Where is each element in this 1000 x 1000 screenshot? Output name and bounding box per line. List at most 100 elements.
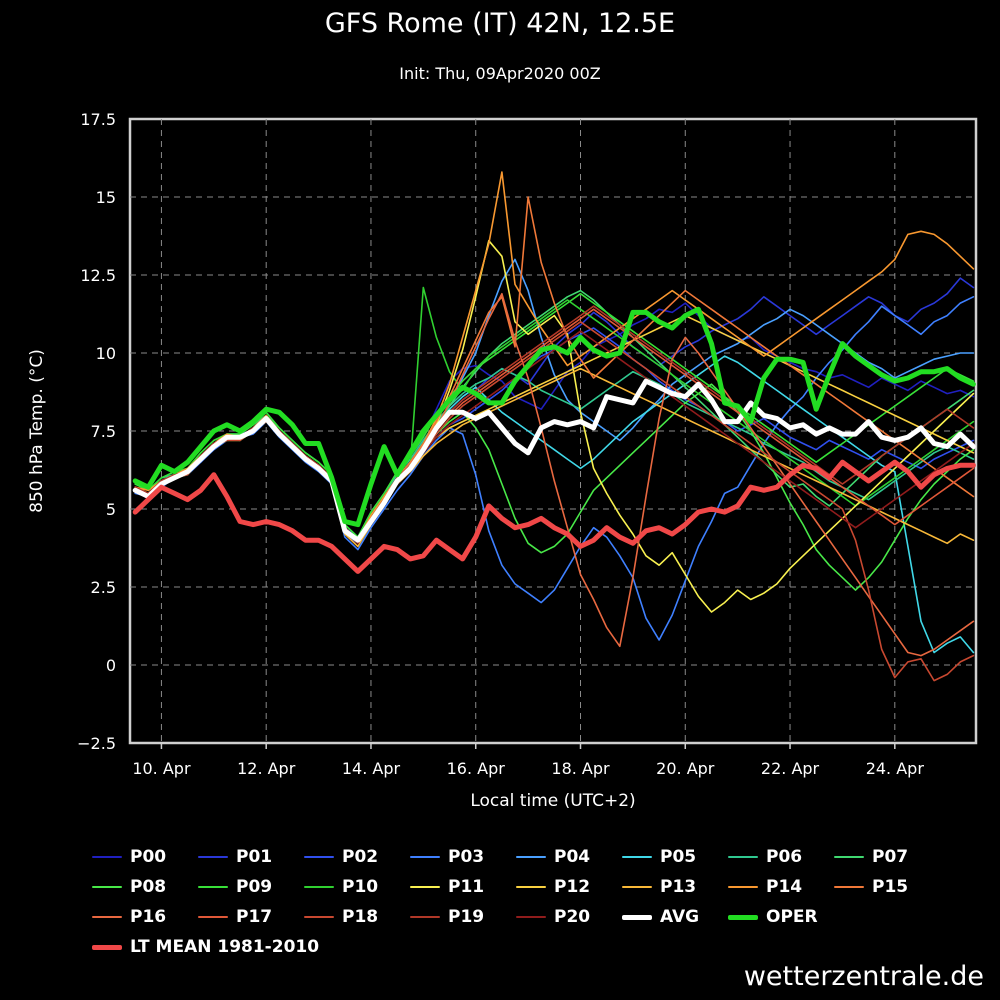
legend-item: P09	[198, 876, 272, 898]
chart-svg: 17.5 15 12.5 10 7.5 5 2.5 0 −2.5 10. Apr 12. Apr 14…	[27, 110, 978, 811]
legend-label: P18	[342, 907, 379, 927]
y-tick-label: 2.5	[91, 578, 116, 597]
series-line-oper	[132, 306, 976, 528]
x-tick-label: 10. Apr	[132, 759, 191, 778]
legend-swatch	[834, 856, 864, 858]
legend-swatch	[92, 944, 122, 950]
legend-swatch	[728, 856, 758, 858]
legend-swatch	[728, 914, 758, 920]
x-axis-label: Local time (UTC+2)	[470, 791, 635, 811]
legend-label: P17	[236, 907, 273, 927]
y-tick-label: 10	[96, 344, 116, 363]
series-line-p20	[134, 330, 975, 545]
legend-label: P08	[130, 877, 167, 897]
legend-item: P06	[728, 846, 802, 868]
legend-label: P00	[130, 847, 167, 867]
legend-label: P16	[130, 907, 167, 927]
x-tick-label: 22. Apr	[761, 759, 820, 778]
legend-swatch	[304, 856, 334, 858]
x-tick-label: 14. Apr	[342, 759, 401, 778]
legend-label: P19	[448, 907, 485, 927]
legend-label: P11	[448, 877, 485, 897]
legend-item: P20	[516, 906, 590, 928]
y-tick-label: −2.5	[77, 734, 116, 753]
legend-item: P01	[198, 846, 272, 868]
legend-swatch	[198, 886, 228, 888]
legend-item: P02	[304, 846, 378, 868]
y-axis-label: 850 hPa Temp. (°C)	[27, 349, 47, 513]
x-tick-label: 18. Apr	[551, 759, 610, 778]
legend-label: P20	[554, 907, 591, 927]
legend-swatch	[516, 916, 546, 918]
legend-item: AVG	[622, 906, 699, 928]
x-tick-label: 24. Apr	[866, 759, 925, 778]
legend-label: P14	[766, 877, 803, 897]
legend-item: P11	[410, 876, 484, 898]
legend-swatch	[304, 916, 334, 918]
legend-label: LT MEAN 1981-2010	[130, 937, 320, 957]
legend-label: P15	[872, 877, 909, 897]
legend-item: P00	[92, 846, 166, 868]
chart-subtitle: Init: Thu, 09Apr2020 00Z	[399, 64, 601, 83]
legend-swatch	[410, 886, 440, 888]
x-tick-label: 20. Apr	[656, 759, 715, 778]
series-line-avg	[132, 378, 976, 543]
legend-item: P05	[622, 846, 696, 868]
ticks: 17.5 15 12.5 10 7.5 5 2.5 0 −2.5 10. Apr 12. Apr 14…	[77, 110, 924, 778]
grid	[130, 119, 976, 743]
legend-item: P18	[304, 906, 378, 928]
legend-swatch	[198, 856, 228, 858]
legend-item: P04	[516, 846, 590, 868]
legend-item: P16	[92, 906, 166, 928]
legend-label: P09	[236, 877, 273, 897]
credit-text: wetterzentrale.de	[743, 961, 984, 992]
legend-swatch	[410, 916, 440, 918]
legend-swatch	[516, 856, 546, 858]
y-tick-label: 0	[106, 656, 116, 675]
legend-label: P04	[554, 847, 591, 867]
y-tick-label: 5	[106, 500, 116, 519]
legend-item: P08	[92, 876, 166, 898]
x-tick-label: 12. Apr	[237, 759, 296, 778]
legend-swatch	[728, 886, 758, 888]
legend-label: P02	[342, 847, 379, 867]
legend-label: OPER	[766, 907, 818, 927]
legend-swatch	[92, 916, 122, 918]
legend-label: P10	[342, 877, 379, 897]
legend-label: P03	[448, 847, 485, 867]
legend-swatch	[198, 916, 228, 918]
y-tick-label: 7.5	[91, 422, 116, 441]
legend-label: AVG	[660, 907, 700, 927]
x-tick-label: 16. Apr	[447, 759, 506, 778]
legend-item: P15	[834, 876, 908, 898]
legend-label: P07	[872, 847, 909, 867]
legend-item: P14	[728, 876, 802, 898]
legend-label: P06	[766, 847, 803, 867]
legend-item: P12	[516, 876, 590, 898]
legend-item: OPER	[728, 906, 818, 928]
legend-swatch	[622, 914, 652, 920]
legend-item: LT MEAN 1981-2010	[92, 936, 319, 958]
legend-swatch	[516, 886, 546, 888]
legend-swatch	[622, 886, 652, 888]
y-tick-label: 17.5	[80, 110, 116, 129]
legend-swatch	[622, 856, 652, 858]
legend-item: P19	[410, 906, 484, 928]
series-line-p14	[134, 171, 975, 542]
y-tick-label: 15	[96, 188, 116, 207]
legend-item: P13	[622, 876, 696, 898]
legend-swatch	[304, 886, 334, 888]
y-tick-label: 12.5	[80, 266, 116, 285]
legend-item: P17	[198, 906, 272, 928]
legend-item: P03	[410, 846, 484, 868]
legend-swatch	[410, 856, 440, 858]
series-line-lt-mean-1981-2010	[132, 459, 976, 574]
series-line-p06	[134, 367, 975, 538]
legend-label: P12	[554, 877, 591, 897]
legend-label: P01	[236, 847, 273, 867]
series-line-p09	[134, 292, 975, 538]
chart-title: GFS Rome (IT) 42N, 12.5E	[324, 8, 676, 39]
legend-swatch	[92, 886, 122, 888]
series-group	[132, 171, 976, 682]
series-line-p05	[134, 355, 975, 654]
